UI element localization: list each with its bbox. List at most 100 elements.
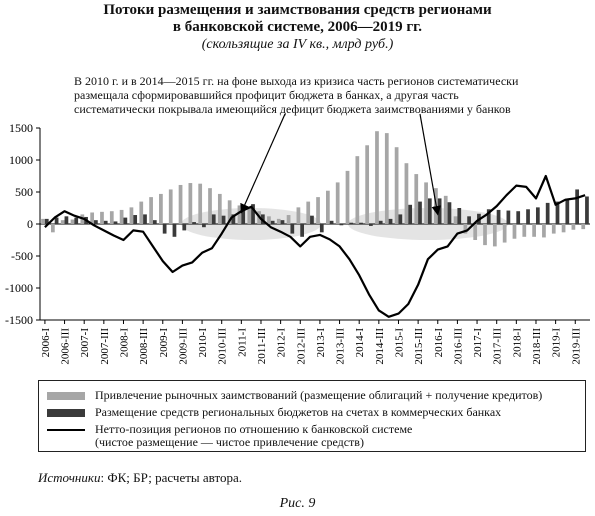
x-ticks: 2006-I 2006-III 2007-I 2007-III 2008-I 2008-I… (40, 320, 582, 365)
x-tick-label: 2013-III (335, 328, 347, 365)
bar-borrowing (542, 224, 546, 238)
bar-placement (54, 217, 59, 224)
x-tick-label: 2017-I (472, 328, 484, 358)
bar-borrowing (404, 163, 409, 224)
chart-annotation: В 2010 г. и в 2014—2015 гг. на фоне выхо… (74, 74, 564, 116)
bar-borrowing (483, 224, 487, 246)
bar-borrowing (129, 207, 134, 224)
bar-placement (545, 202, 550, 224)
bar-borrowing (522, 224, 527, 237)
bar-borrowing (70, 219, 75, 224)
bar-placement (496, 209, 501, 224)
bar-placement (143, 214, 147, 224)
bar-borrowing (100, 211, 104, 224)
x-tick-label: 2015-I (393, 328, 405, 358)
x-tick-label: 2011-I (236, 328, 248, 357)
x-tick-label: 2019-III (570, 328, 582, 365)
x-tick-label: 2010-III (217, 328, 229, 365)
y-tick-label: -1000 (5, 281, 33, 295)
bar-placement (133, 215, 138, 224)
chart-title-block: Потоки размещения и заимствования средст… (0, 2, 595, 53)
annotation-line-1: В 2010 г. и в 2014—2015 гг. на фоне выхо… (74, 74, 519, 88)
legend-label-net-1: Нетто-позиция регионов по отношению к ба… (95, 422, 413, 436)
bar-borrowing (217, 193, 222, 224)
x-tick-label: 2009-I (158, 328, 170, 358)
annotation-line-3: систематически покрывала имеющийся дефиц… (74, 102, 511, 116)
y-tick-label: -1500 (5, 313, 33, 327)
chart-subtitle: (скользящие за IV кв., млрд руб.) (201, 37, 394, 52)
bar-borrowing (414, 174, 419, 224)
bar-placement (457, 208, 462, 224)
bar-placement (152, 220, 157, 224)
bar-placement (506, 210, 511, 224)
annotation-arrows (240, 113, 442, 216)
bar-placement (103, 220, 108, 224)
x-tick-label: 2013-I (315, 328, 327, 358)
bar-borrowing (178, 184, 183, 224)
y-tick-label: 0 (27, 217, 33, 231)
y-tick-label: 500 (15, 185, 33, 199)
bar-placement (516, 211, 521, 224)
chart-title-line-2: в банковской системе, 2006—2019 гг. (172, 19, 423, 35)
bar-borrowing (502, 224, 507, 243)
bar-placement (585, 196, 589, 224)
bar-borrowing (355, 156, 360, 224)
bar-borrowing (306, 201, 311, 224)
bar-borrowing (276, 218, 281, 224)
bar-placement (388, 218, 393, 224)
legend-swatch-placement (47, 409, 85, 417)
bar-borrowing (375, 131, 379, 224)
bar-placement (123, 217, 128, 224)
bar-placement (300, 224, 304, 237)
x-tick-label: 2006-I (40, 328, 52, 358)
bar-placement (290, 224, 295, 234)
bar-placement (467, 216, 471, 224)
bar-borrowing (237, 205, 242, 224)
bar-placement (349, 222, 354, 224)
bar-borrowing (335, 182, 340, 224)
bar-placement (44, 218, 49, 224)
source-text: : ФК; БР; расчеты автора. (100, 470, 243, 485)
legend-swatch-net (47, 429, 85, 431)
bar-placement (535, 207, 540, 224)
bar-borrowing (247, 207, 252, 224)
x-tick-label: 2007-I (79, 328, 91, 358)
source-label: Источники (38, 470, 101, 485)
bar-borrowing (188, 183, 193, 224)
bar-placement (486, 209, 491, 224)
bar-placement (192, 222, 196, 224)
bar-borrowing (365, 145, 370, 224)
x-tick-label: 2014-I (354, 328, 366, 358)
figure-caption: Рис. 9 (279, 496, 316, 511)
bar-placement (270, 220, 275, 224)
legend-label-net-2: (чистое размещение — чистое привлечение … (95, 435, 364, 449)
bar-placement (231, 214, 236, 224)
bar-placement (408, 204, 413, 224)
x-tick-label: 2007-III (99, 328, 111, 365)
bar-borrowing (316, 197, 320, 224)
bar-borrowing (424, 182, 428, 224)
bar-placement (202, 224, 206, 228)
bar-borrowing (149, 197, 153, 224)
bar-placement (94, 220, 98, 224)
bar-placement (555, 201, 560, 224)
bar-borrowing (41, 218, 45, 224)
bar-placement (280, 220, 285, 224)
annotation-arrow (240, 113, 286, 214)
source-note: Источники: ФК; БР; расчеты автора. (38, 470, 242, 486)
bars (41, 131, 589, 247)
bar-borrowing (286, 215, 291, 224)
x-tick-label: 2006-III (60, 328, 72, 365)
net-position-series-line (44, 174, 586, 318)
bar-placement (565, 199, 570, 224)
bar-borrowing (227, 200, 232, 224)
y-tick-label: 1500 (9, 121, 33, 135)
bar-borrowing (168, 189, 173, 224)
bar-borrowing (109, 211, 114, 224)
bar-borrowing (296, 207, 301, 224)
bar-borrowing (119, 209, 124, 224)
x-tick-label: 2008-III (138, 328, 150, 365)
bar-placement (310, 215, 314, 224)
y-tick-label: 1000 (9, 153, 33, 167)
